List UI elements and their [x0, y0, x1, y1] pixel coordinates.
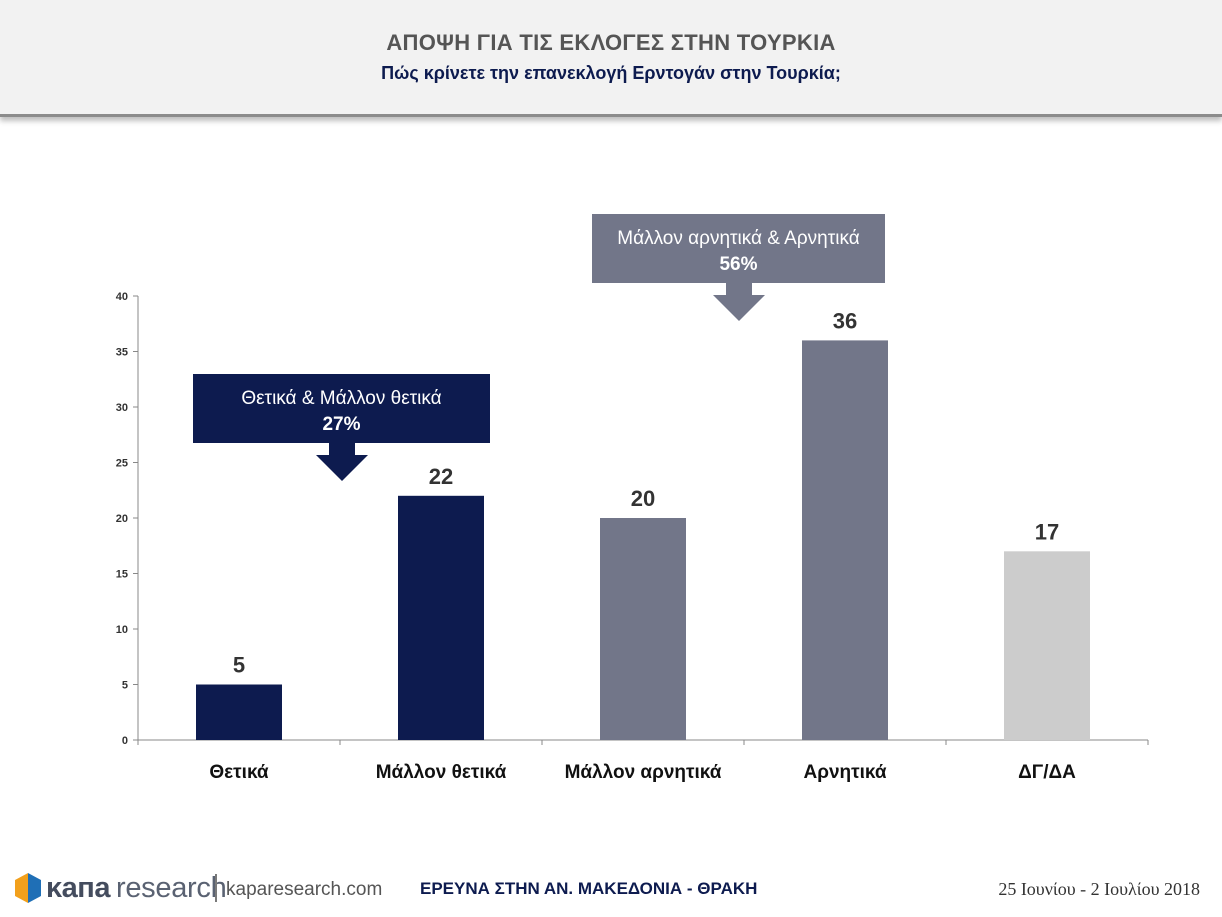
data-label: 5: [233, 653, 245, 678]
y-tick-label: 10: [116, 624, 128, 636]
page-title: ΑΠΟΨΗ ΓΙΑ ΤΙΣ ΕΚΛΟΓΕΣ ΣΤΗΝ ΤΟΥΡΚΙΑ: [386, 30, 836, 55]
bar: [1004, 551, 1090, 740]
y-tick-label: 40: [116, 291, 128, 303]
category-label: Θετικά: [209, 762, 269, 783]
logo-research-text: research: [116, 872, 227, 904]
bar-chart: 0 5 10 15 20 25 30 35 40 5 Θετικά 22 Μάλλον θετικά 20…: [116, 214, 1149, 783]
header-banner: ΑΠΟΨΗ ΓΙΑ ΤΙΣ ΕΚΛΟΓΕΣ ΣΤΗΝ ΤΟΥΡΚΙΑ Πώς κ…: [0, 0, 1222, 117]
category-label: ΔΓ/ΔΑ: [1018, 762, 1076, 783]
category-label: Αρνητικά: [803, 762, 886, 783]
y-tick-label: 20: [116, 513, 128, 525]
callout-text: Μάλλον αρνητικά & Αρνητικά: [617, 228, 859, 249]
callout-arrow-icon: [316, 443, 368, 481]
callout-box: [592, 214, 885, 283]
survey-date: 25 Ιουνίου - 2 Ιουλίου 2018: [998, 879, 1200, 899]
callout-percent: 27%: [322, 414, 360, 435]
page-subtitle: Πώς κρίνετε την επανεκλογή Ερντογάν στην…: [381, 63, 841, 83]
y-tick-label: 5: [122, 680, 128, 692]
survey-region: ΕΡΕΥΝΑ ΣΤΗΝ ΑΝ. ΜΑΚΕΔΟΝΙΑ - ΘΡΑΚΗ: [420, 879, 758, 898]
y-tick-label: 35: [116, 347, 128, 359]
logo-divider: [215, 874, 217, 902]
kapa-research-logo: κапа research kaparesearch.com: [14, 870, 384, 906]
callout-arrow-icon: [713, 283, 765, 321]
y-tick-label: 15: [116, 569, 128, 581]
bar: [802, 340, 888, 740]
y-tick-label: 0: [122, 735, 128, 747]
bar: [196, 684, 282, 740]
y-tick-label: 30: [116, 402, 128, 414]
y-tick-label: 25: [116, 458, 128, 470]
category-label: Μάλλον θετικά: [376, 762, 507, 783]
callout-percent: 56%: [719, 254, 757, 275]
data-label: 17: [1035, 519, 1059, 544]
data-label: 20: [631, 486, 655, 511]
kapa-logo-icon: [15, 873, 41, 903]
category-label: Μάλλον αρνητικά: [565, 762, 722, 783]
logo-kapa-text: κапа: [46, 872, 110, 904]
bar: [600, 518, 686, 740]
data-label: 22: [429, 464, 453, 489]
callout-text: Θετικά & Μάλλον θετικά: [241, 388, 441, 409]
bar: [398, 495, 484, 740]
callout-box: [193, 374, 490, 443]
data-label: 36: [833, 308, 857, 333]
logo-url: kaparesearch.com: [226, 879, 383, 900]
